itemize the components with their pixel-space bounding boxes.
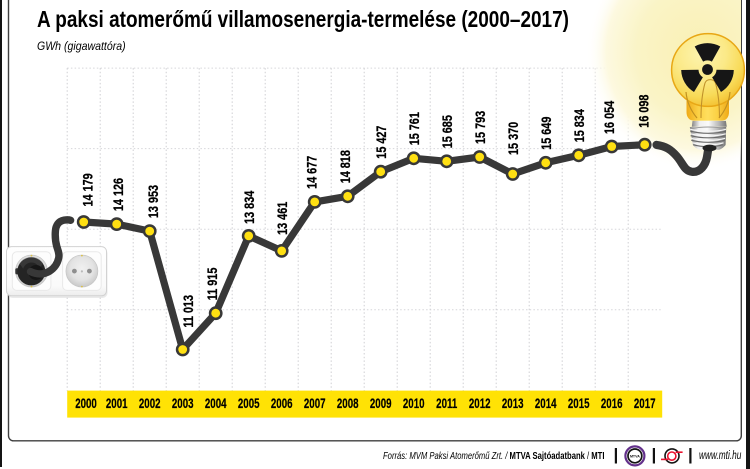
svg-text:2009: 2009	[370, 397, 392, 412]
svg-text:15 370: 15 370	[506, 122, 522, 155]
svg-text:2002: 2002	[139, 397, 161, 412]
svg-text:15 834: 15 834	[572, 109, 588, 142]
svg-text:MTVA: MTVA	[630, 454, 640, 458]
svg-text:2015: 2015	[568, 397, 590, 412]
svg-text:13 461: 13 461	[275, 202, 291, 235]
svg-text:11 013: 11 013	[181, 295, 197, 328]
svg-text:2016: 2016	[601, 397, 623, 412]
svg-text:14 818: 14 818	[338, 150, 354, 183]
svg-text:2003: 2003	[172, 397, 194, 412]
svg-text:2008: 2008	[337, 397, 359, 412]
svg-text:14 677: 14 677	[304, 156, 320, 189]
svg-text:2001: 2001	[106, 397, 128, 412]
svg-text:14 179: 14 179	[80, 173, 96, 206]
svg-text:2004: 2004	[205, 397, 227, 412]
svg-text:15 649: 15 649	[539, 117, 555, 150]
svg-text:15 793: 15 793	[473, 111, 489, 144]
svg-text:2011: 2011	[436, 397, 457, 412]
svg-text:14 126: 14 126	[111, 178, 127, 211]
svg-text:13 834: 13 834	[242, 191, 258, 224]
svg-text:2005: 2005	[238, 397, 260, 412]
svg-text:2012: 2012	[469, 397, 491, 412]
svg-text:13 953: 13 953	[146, 185, 162, 218]
svg-text:16 054: 16 054	[602, 101, 618, 134]
svg-text:15 427: 15 427	[374, 126, 390, 159]
svg-text:2013: 2013	[502, 397, 524, 412]
svg-text:16 098: 16 098	[636, 95, 652, 128]
svg-text:2000: 2000	[75, 397, 97, 412]
svg-text:2017: 2017	[634, 397, 656, 412]
svg-text:2006: 2006	[271, 397, 293, 412]
svg-text:2014: 2014	[535, 397, 557, 412]
svg-text:11 915: 11 915	[205, 268, 221, 301]
svg-text:15 685: 15 685	[440, 115, 456, 148]
svg-text:2010: 2010	[403, 397, 425, 412]
svg-text:15 761: 15 761	[407, 112, 423, 145]
svg-text:2007: 2007	[304, 397, 326, 412]
